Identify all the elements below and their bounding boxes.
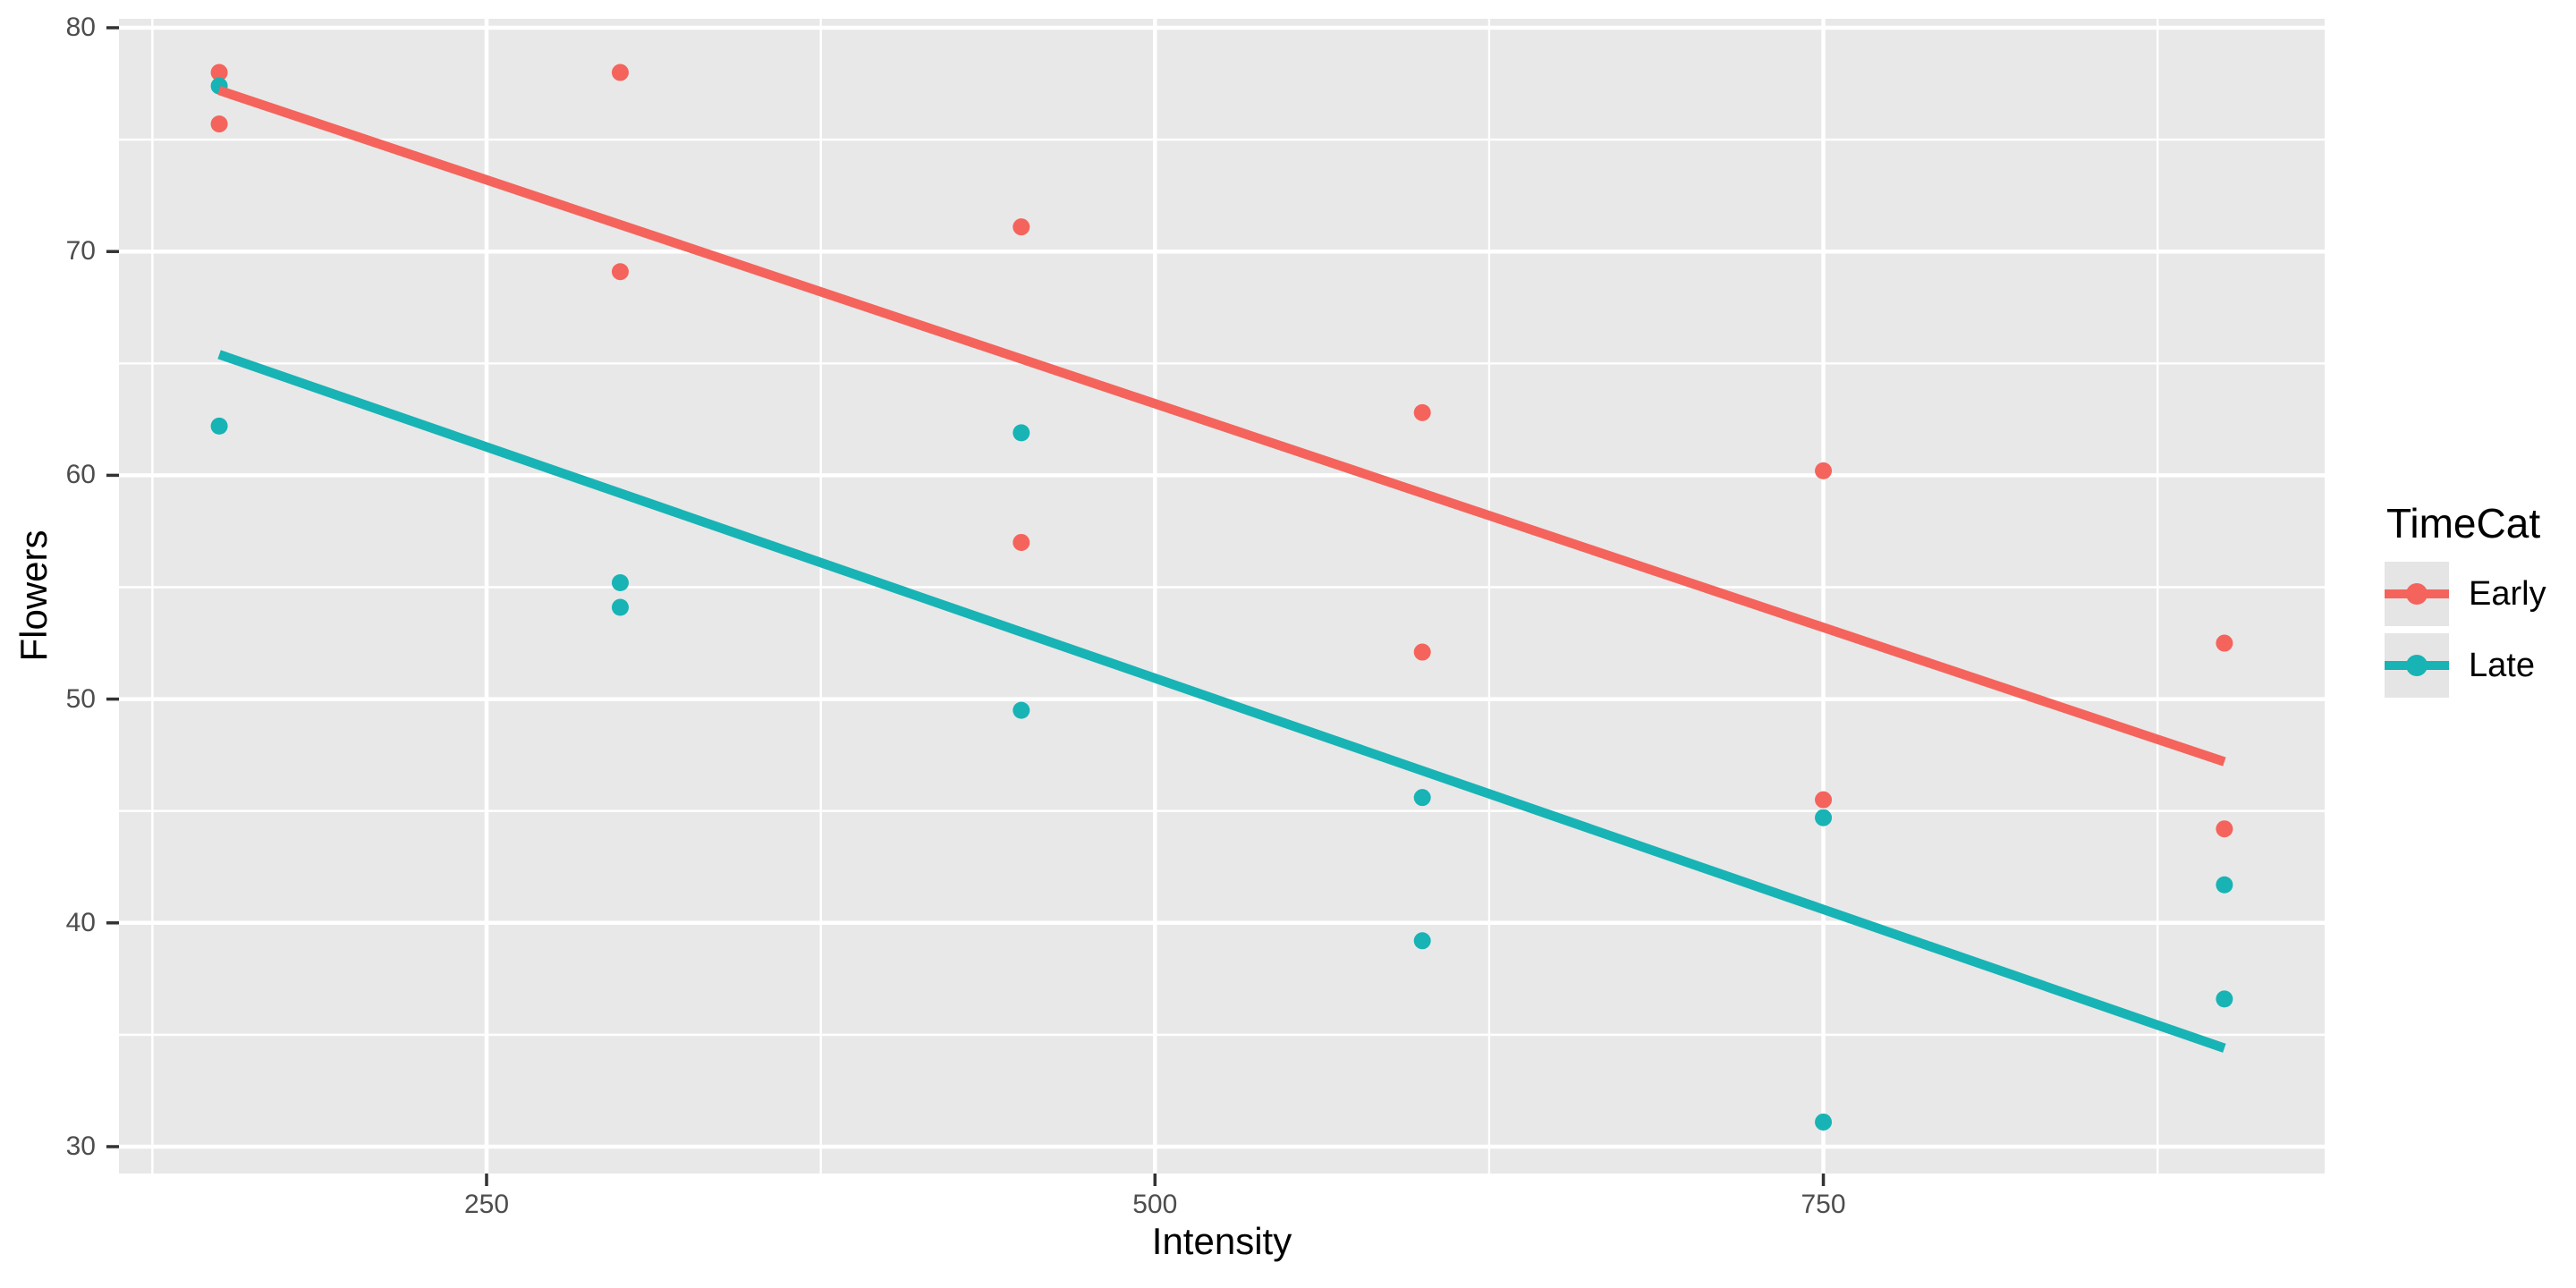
y-tick-label-80: 80	[65, 13, 96, 42]
data-point-late	[2216, 990, 2233, 1008]
data-point-early	[1815, 791, 1833, 809]
legend-label-early: Early	[2469, 574, 2546, 613]
data-point-late	[1013, 701, 1030, 719]
legend-point-icon	[2406, 655, 2428, 676]
data-point-early	[2216, 634, 2233, 652]
data-point-late	[1815, 809, 1833, 826]
data-point-early	[1413, 643, 1431, 661]
x-tick-label-750: 750	[1801, 1190, 1846, 1219]
legend-title: TimeCat	[2386, 500, 2541, 547]
y-tick-label-60: 60	[65, 460, 96, 490]
data-point-late	[1815, 1113, 1833, 1131]
y-tick-label-50: 50	[65, 683, 96, 714]
trend-line-late	[217, 350, 2226, 1053]
data-point-early	[210, 115, 228, 133]
data-point-late	[611, 573, 629, 591]
legend-label-late: Late	[2469, 646, 2535, 684]
x-axis-title: Intensity	[1151, 1220, 1292, 1262]
x-tick-label-500: 500	[1132, 1190, 1178, 1219]
data-point-late	[1413, 932, 1431, 950]
data-point-early	[1815, 462, 1833, 479]
data-point-late	[611, 598, 629, 616]
legend: TimeCat Early Late	[2376, 501, 2576, 705]
legend-point-icon	[2406, 583, 2428, 605]
x-tick-label-250: 250	[463, 1190, 510, 1219]
trend-line-early	[217, 86, 2226, 767]
data-point-early	[611, 64, 629, 81]
y-tick-label-70: 70	[65, 236, 96, 267]
data-point-late	[1013, 424, 1030, 442]
data-point-early	[210, 64, 228, 81]
legend-key-late: Late	[2376, 633, 2576, 698]
plot-panel	[119, 19, 2325, 1174]
data-point-early	[2216, 820, 2233, 838]
legend-key-early: Early	[2376, 562, 2576, 626]
data-point-early	[611, 263, 629, 281]
data-point-early	[1413, 403, 1431, 421]
y-tick-label-40: 40	[65, 907, 96, 937]
data-point-early	[1013, 218, 1030, 236]
legend-swatch-early	[2385, 562, 2449, 626]
y-axis-title: Flowers	[13, 530, 55, 662]
data-point-early	[1013, 533, 1030, 551]
legend-swatch-late	[2385, 633, 2449, 698]
data-point-late	[2216, 876, 2233, 894]
data-point-late	[1413, 789, 1431, 807]
y-tick-label-30: 30	[65, 1131, 96, 1161]
data-point-late	[210, 417, 228, 435]
